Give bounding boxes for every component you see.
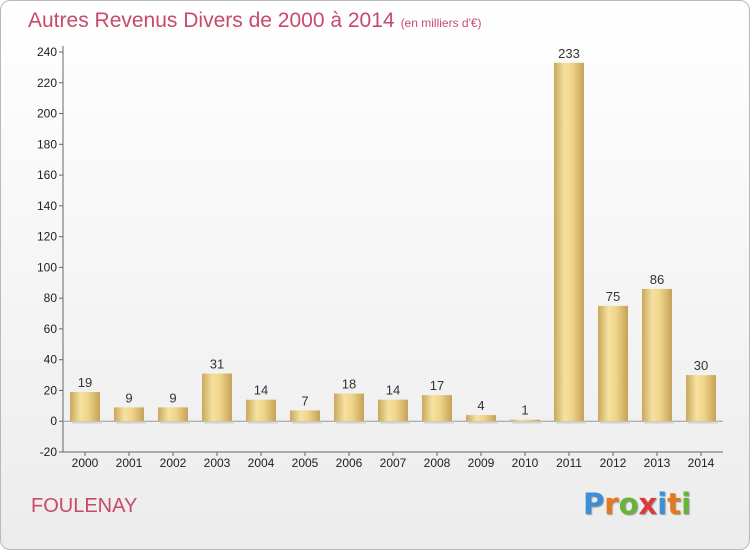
value-label: 75 [606, 289, 620, 304]
value-label: 4 [477, 398, 484, 413]
x-tick-label: 2003 [204, 456, 231, 470]
bar-2011 [554, 62, 584, 422]
value-label: 30 [694, 358, 708, 373]
y-tick-label: 100 [37, 260, 57, 274]
value-label: 86 [650, 272, 664, 287]
bar-2005 [290, 410, 320, 422]
x-tick-label: 2005 [292, 456, 319, 470]
logo-letter: t [667, 487, 682, 521]
y-tick-label: 200 [37, 107, 57, 121]
y-tick-label: 140 [37, 199, 57, 213]
y-tick-label: 240 [37, 45, 57, 59]
bar-shadow [644, 421, 674, 425]
x-tick-label: 2010 [512, 456, 539, 470]
x-tick-label: 2004 [248, 456, 275, 470]
logo-letter: r [604, 487, 619, 521]
x-tick-label: 2012 [600, 456, 627, 470]
x-tick-label: 2011 [556, 456, 582, 470]
chart-title-text: Autres Revenus Divers de 2000 à 2014 [28, 9, 395, 32]
y-tick-label: 80 [44, 291, 58, 305]
bar-2010 [510, 419, 540, 422]
bar-shadow [512, 421, 542, 425]
value-label: 14 [386, 383, 400, 398]
x-tick-label: 2007 [380, 456, 407, 470]
bar-2012 [598, 305, 628, 422]
bar-shadow [468, 421, 498, 425]
value-label: 233 [558, 46, 580, 61]
y-tick-label: 40 [44, 353, 58, 367]
bar-2002 [158, 407, 188, 422]
bar-2014 [686, 375, 716, 422]
x-tick-label: 2001 [116, 456, 143, 470]
bars [70, 62, 718, 425]
value-label: 9 [169, 390, 176, 405]
logo-letter: P [583, 487, 605, 521]
bar-shadow [292, 421, 322, 425]
value-label: 9 [125, 390, 132, 405]
bar-shadow [72, 421, 102, 425]
x-tick-label: 2000 [72, 456, 99, 470]
chart-unit: (en milliers d'€) [400, 16, 482, 30]
value-label: 19 [78, 375, 92, 390]
bar-shadow [380, 421, 410, 425]
value-label: 7 [301, 393, 308, 408]
bar-2004 [246, 399, 276, 422]
x-tick-label: 2013 [644, 456, 671, 470]
x-tick-label: 2009 [468, 456, 495, 470]
logo-letter: o [618, 487, 639, 521]
value-label: 17 [430, 378, 444, 393]
logo-letter: x [638, 487, 658, 521]
value-label: 31 [210, 357, 224, 372]
bar-shadow [600, 421, 630, 425]
bar-shadow [424, 421, 454, 425]
value-label: 14 [254, 383, 268, 398]
bar-2013 [642, 288, 672, 422]
bar-shadow [160, 421, 190, 425]
y-tick-label: -20 [40, 445, 58, 459]
y-tick-label: 0 [50, 414, 57, 428]
proxiti-logo: Proxiti [583, 487, 691, 521]
bar-shadow [688, 421, 718, 425]
x-tick-label: 2006 [336, 456, 363, 470]
y-tick-label: 60 [44, 322, 58, 336]
bar-shadow [336, 421, 366, 425]
bar-2009 [466, 415, 496, 422]
bar-2008 [422, 395, 452, 422]
y-tick-label: 120 [37, 230, 57, 244]
y-tick-label: 20 [44, 383, 58, 397]
x-tick-label: 2008 [424, 456, 451, 470]
value-label: 1 [521, 403, 528, 418]
bar-2003 [202, 373, 232, 422]
bar-2007 [378, 399, 408, 422]
bar-shadow [248, 421, 278, 425]
value-labels: 19 9 9 31 14 7 18 14 17 4 1 233 75 86 30 [78, 46, 708, 418]
value-label: 18 [342, 377, 356, 392]
logo-letter: i [657, 487, 668, 521]
bar-shadow [556, 421, 586, 425]
logo-letter: i [681, 487, 692, 521]
y-tick-label: 160 [37, 168, 57, 182]
y-tick-label: 180 [37, 137, 57, 151]
bar-2006 [334, 393, 364, 422]
commune-name: FOULENAY [31, 495, 138, 517]
bar-shadow [204, 421, 234, 425]
x-tick-label: 2002 [160, 456, 187, 470]
chart-title: Autres Revenus Divers de 2000 à 2014 (en … [28, 9, 482, 33]
bar-shadow [116, 421, 146, 425]
y-tick-label: 220 [37, 76, 57, 90]
bar-2000 [70, 392, 100, 422]
bar-2001 [114, 407, 144, 422]
x-tick-label: 2014 [688, 456, 715, 470]
